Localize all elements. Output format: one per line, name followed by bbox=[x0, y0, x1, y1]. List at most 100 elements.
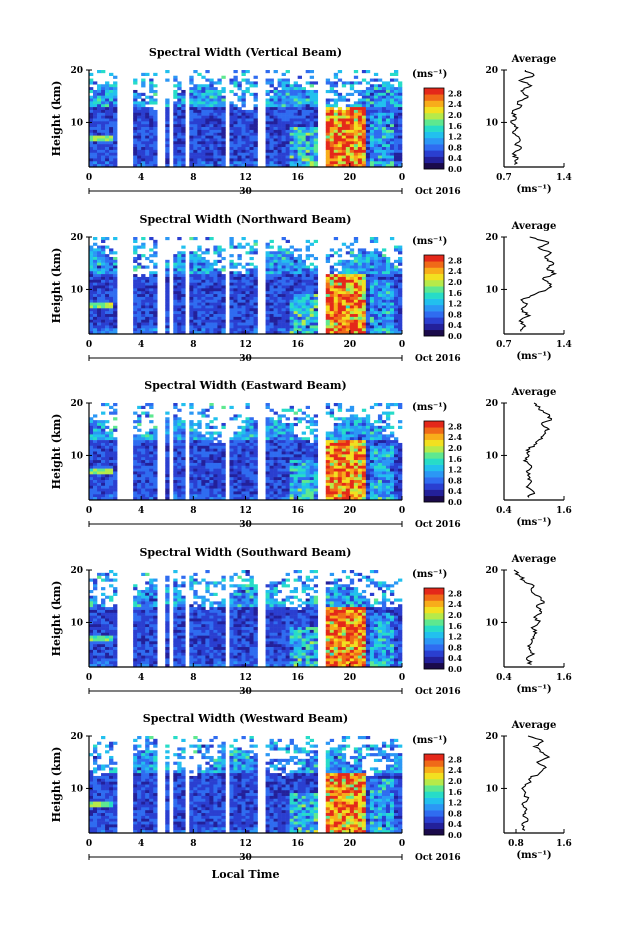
heatmap-cell bbox=[133, 256, 138, 261]
heatmap-cell bbox=[181, 112, 186, 116]
heatmap-cell bbox=[269, 268, 274, 272]
heatmap-cell bbox=[281, 408, 286, 412]
heatmap-cell bbox=[113, 101, 118, 105]
heatmap-cell bbox=[149, 121, 154, 125]
heatmap-cell bbox=[269, 95, 274, 99]
heatmap-cell bbox=[281, 129, 286, 134]
heatmap-cell bbox=[389, 95, 395, 99]
heatmap-cell bbox=[209, 440, 214, 444]
heatmap-cell bbox=[245, 425, 250, 429]
heatmap-cell bbox=[197, 451, 202, 455]
heatmap-cell bbox=[213, 305, 218, 309]
heatmap-cell bbox=[209, 425, 214, 429]
heatmap-cell bbox=[285, 115, 290, 119]
heatmap-cell bbox=[389, 164, 395, 168]
heatmap-cell bbox=[241, 322, 246, 326]
colorbar-unit: (ms⁻¹) bbox=[412, 69, 447, 80]
heatmap-cell bbox=[313, 129, 319, 134]
heatmap-cell bbox=[205, 477, 210, 481]
heatmap-cell bbox=[229, 144, 234, 148]
heatmap-cell bbox=[369, 302, 375, 306]
heatmap-cell bbox=[165, 325, 170, 329]
heatmap-cell bbox=[137, 457, 142, 461]
heatmap-cell bbox=[253, 282, 258, 286]
heatmap-cell bbox=[113, 460, 118, 464]
heatmap-cell bbox=[377, 276, 383, 281]
heatmap-cell bbox=[177, 425, 182, 429]
heatmap-cell bbox=[137, 488, 142, 492]
heatmap-cell bbox=[333, 129, 339, 134]
heatmap-cell bbox=[221, 256, 226, 261]
heatmap-cell bbox=[249, 311, 254, 315]
heatmap-cell bbox=[325, 319, 331, 323]
heatmap-cell bbox=[341, 141, 347, 145]
heatmap-cell bbox=[229, 319, 234, 323]
heatmap-cell bbox=[333, 325, 339, 329]
heatmap-cell bbox=[353, 129, 359, 134]
heatmap-cell bbox=[181, 251, 186, 255]
heatmap-cell bbox=[97, 112, 102, 116]
heatmap-cell bbox=[253, 118, 258, 122]
heatmap-cell bbox=[249, 274, 254, 278]
heatmap-cell bbox=[173, 322, 178, 326]
heatmap-cell bbox=[345, 121, 351, 125]
heatmap-cell bbox=[109, 494, 114, 498]
heatmap-cell bbox=[365, 282, 371, 286]
heatmap-cell bbox=[305, 127, 310, 131]
heatmap-cell bbox=[389, 276, 395, 281]
heatmap-cell bbox=[273, 129, 278, 134]
heatmap-cell bbox=[217, 259, 222, 263]
heatmap-cell bbox=[265, 92, 270, 96]
heatmap-cell bbox=[273, 328, 278, 332]
heatmap-cell bbox=[109, 104, 114, 108]
heatmap-cell bbox=[277, 471, 282, 475]
heatmap-cell bbox=[389, 322, 395, 326]
heatmap-cell bbox=[245, 109, 250, 114]
heatmap-cell bbox=[141, 78, 146, 82]
heatmap-cell bbox=[201, 107, 206, 111]
heatmap-cell bbox=[341, 259, 347, 263]
heatmap-cell bbox=[101, 314, 106, 318]
heatmap-cell bbox=[209, 89, 214, 94]
heatmap-cell bbox=[173, 285, 178, 289]
heatmap-cell bbox=[245, 328, 250, 332]
heatmap-cell bbox=[313, 155, 319, 159]
heatmap-cell bbox=[273, 104, 278, 108]
heatmap-cell bbox=[197, 331, 202, 335]
heatmap-cell bbox=[137, 460, 142, 464]
colorbar-segment bbox=[424, 317, 444, 324]
heatmap-cell bbox=[313, 271, 319, 275]
heatmap-cell bbox=[301, 141, 306, 145]
heatmap-cell bbox=[221, 158, 226, 162]
heatmap-cell bbox=[293, 282, 298, 286]
heatmap-cell bbox=[145, 107, 150, 111]
heatmap-cell bbox=[89, 482, 94, 487]
heatmap-cell bbox=[369, 104, 375, 108]
heatmap-cell bbox=[269, 138, 274, 142]
heatmap-cell bbox=[145, 319, 150, 323]
heatmap-cell bbox=[381, 319, 387, 323]
heatmap-cell bbox=[93, 491, 98, 495]
heatmap-cell bbox=[245, 147, 250, 151]
heatmap-cell bbox=[245, 437, 250, 441]
heatmap-cell bbox=[297, 314, 302, 318]
heatmap-cell bbox=[293, 279, 298, 283]
heatmap-cell bbox=[285, 428, 290, 432]
heatmap-cell bbox=[245, 465, 250, 469]
heatmap-cell bbox=[361, 70, 367, 74]
heatmap-cell bbox=[217, 468, 222, 472]
heatmap-cell bbox=[337, 299, 343, 303]
heatmap-cell bbox=[113, 271, 118, 275]
heatmap-cell bbox=[353, 147, 359, 151]
heatmap-cell bbox=[209, 109, 214, 114]
heatmap-cell bbox=[249, 245, 254, 249]
heatmap-cell bbox=[197, 468, 202, 472]
heatmap-cell bbox=[253, 448, 258, 452]
heatmap-cell bbox=[273, 147, 278, 151]
heatmap-cell bbox=[377, 138, 383, 142]
heatmap-cell bbox=[329, 84, 335, 88]
heatmap-cell bbox=[393, 276, 399, 281]
heatmap-cell bbox=[137, 262, 142, 266]
heatmap-cell bbox=[133, 497, 138, 501]
heatmap-cell bbox=[385, 112, 391, 116]
